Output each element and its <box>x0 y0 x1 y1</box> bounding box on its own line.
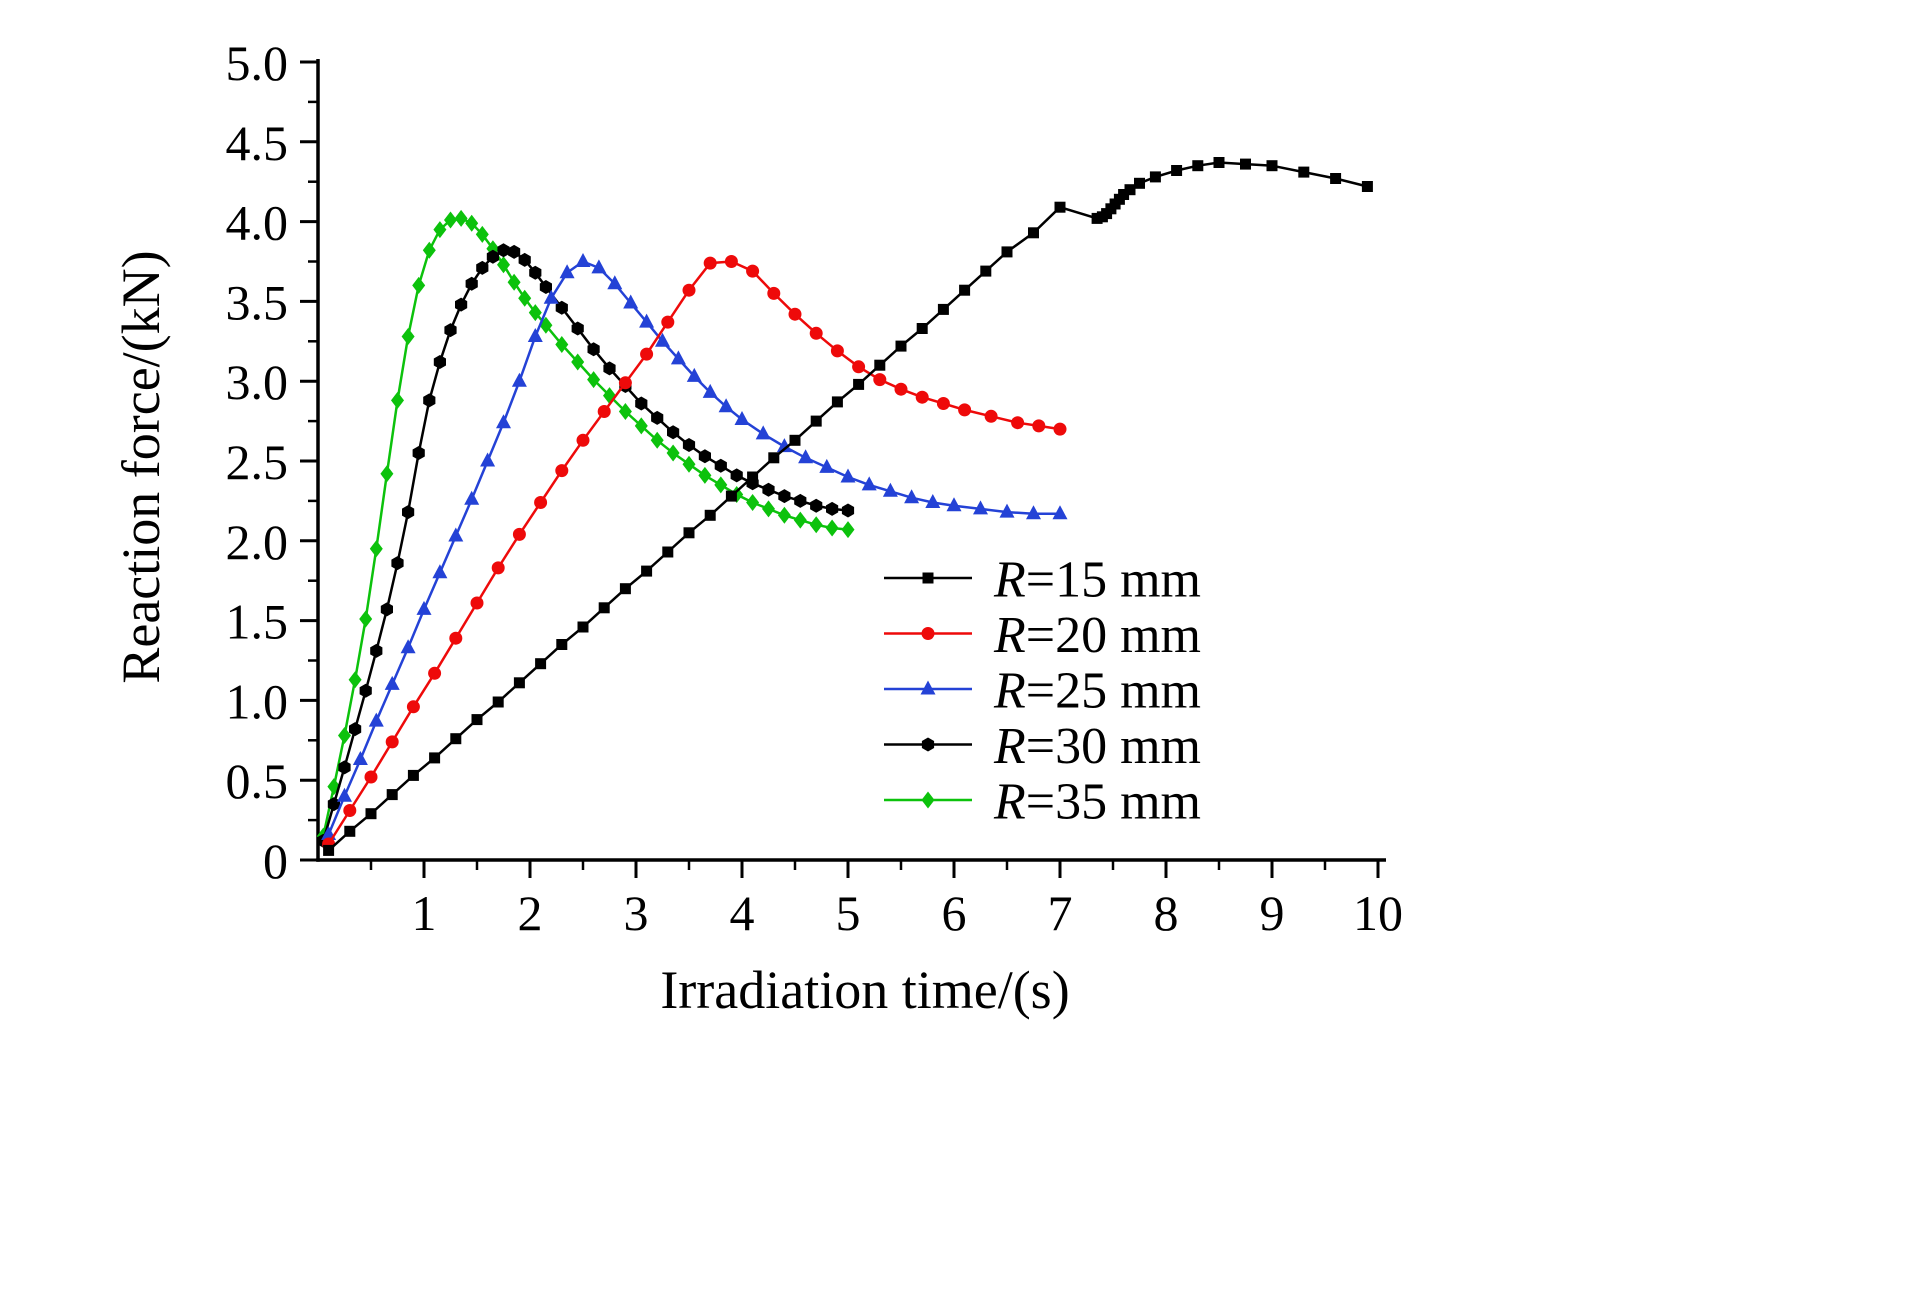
series-r15 <box>323 157 1373 856</box>
legend-label-r30: R=30 mm <box>993 718 1201 775</box>
y-tick-label: 0 <box>263 833 288 889</box>
y-axis-ticks: 0 0.5 1.0 1.5 2.0 2.5 3.0 3.5 4.0 4.5 5.0 <box>226 35 318 889</box>
y-tick-label: 2.5 <box>226 434 289 490</box>
x-tick-label: 5 <box>836 885 861 941</box>
legend-entry-r30: R=30 mm <box>884 718 1201 775</box>
legend-entry-r35: R=35 mm <box>884 774 1201 831</box>
legend-entry-r20: R=20 mm <box>884 607 1201 664</box>
x-tick-label: 9 <box>1260 885 1285 941</box>
y-tick-label: 3.0 <box>226 354 289 410</box>
x-tick-label: 3 <box>624 885 649 941</box>
x-tick-label: 8 <box>1154 885 1179 941</box>
series-line-r25 <box>327 260 1060 835</box>
series-line-r30 <box>322 248 849 842</box>
series-r25 <box>321 253 1068 840</box>
y-tick-label: 1.5 <box>226 594 289 650</box>
legend-label-r35: R=35 mm <box>993 774 1201 831</box>
x-tick-label: 10 <box>1353 885 1403 941</box>
legend-entry-r15: R=15 mm <box>884 552 1201 609</box>
axes <box>316 59 1386 862</box>
y-tick-label: 3.5 <box>226 274 289 330</box>
y-tick-label: 5.0 <box>226 35 289 91</box>
series-line-r35 <box>322 217 849 837</box>
x-tick-label: 1 <box>412 885 437 941</box>
y-tick-label: 4.5 <box>226 115 289 171</box>
series-r20 <box>322 255 1067 851</box>
series-markers-r35 <box>316 209 855 845</box>
x-tick-label: 2 <box>518 885 543 941</box>
legend: R=15 mmR=20 mmR=25 mmR=30 mmR=35 mm <box>884 552 1201 831</box>
x-tick-label: 4 <box>730 885 755 941</box>
series-r35 <box>316 209 855 845</box>
x-tick-label: 6 <box>942 885 967 941</box>
x-tick-label: 7 <box>1048 885 1073 941</box>
y-axis-title: Reaction force/(kN) <box>111 250 171 684</box>
series-r30 <box>317 243 855 848</box>
y-tick-label: 4.0 <box>226 195 289 251</box>
y-tick-label: 2.0 <box>226 514 289 570</box>
legend-label-r20: R=20 mm <box>993 607 1201 664</box>
legend-label-r25: R=25 mm <box>993 663 1201 720</box>
y-tick-label: 1.0 <box>226 673 289 729</box>
legend-label-r15: R=15 mm <box>993 552 1201 609</box>
y-tick-label: 0.5 <box>226 753 289 809</box>
x-axis-title: Irradiation time/(s) <box>660 960 1070 1020</box>
series-markers-r25 <box>321 253 1068 840</box>
series-markers-r15 <box>323 157 1373 856</box>
legend-entry-r25: R=25 mm <box>884 663 1201 720</box>
series-markers-r30 <box>317 243 855 848</box>
series-markers-r20 <box>322 255 1067 851</box>
x-axis-ticks: 1 2 3 4 5 6 7 8 9 10 <box>369 860 1403 941</box>
